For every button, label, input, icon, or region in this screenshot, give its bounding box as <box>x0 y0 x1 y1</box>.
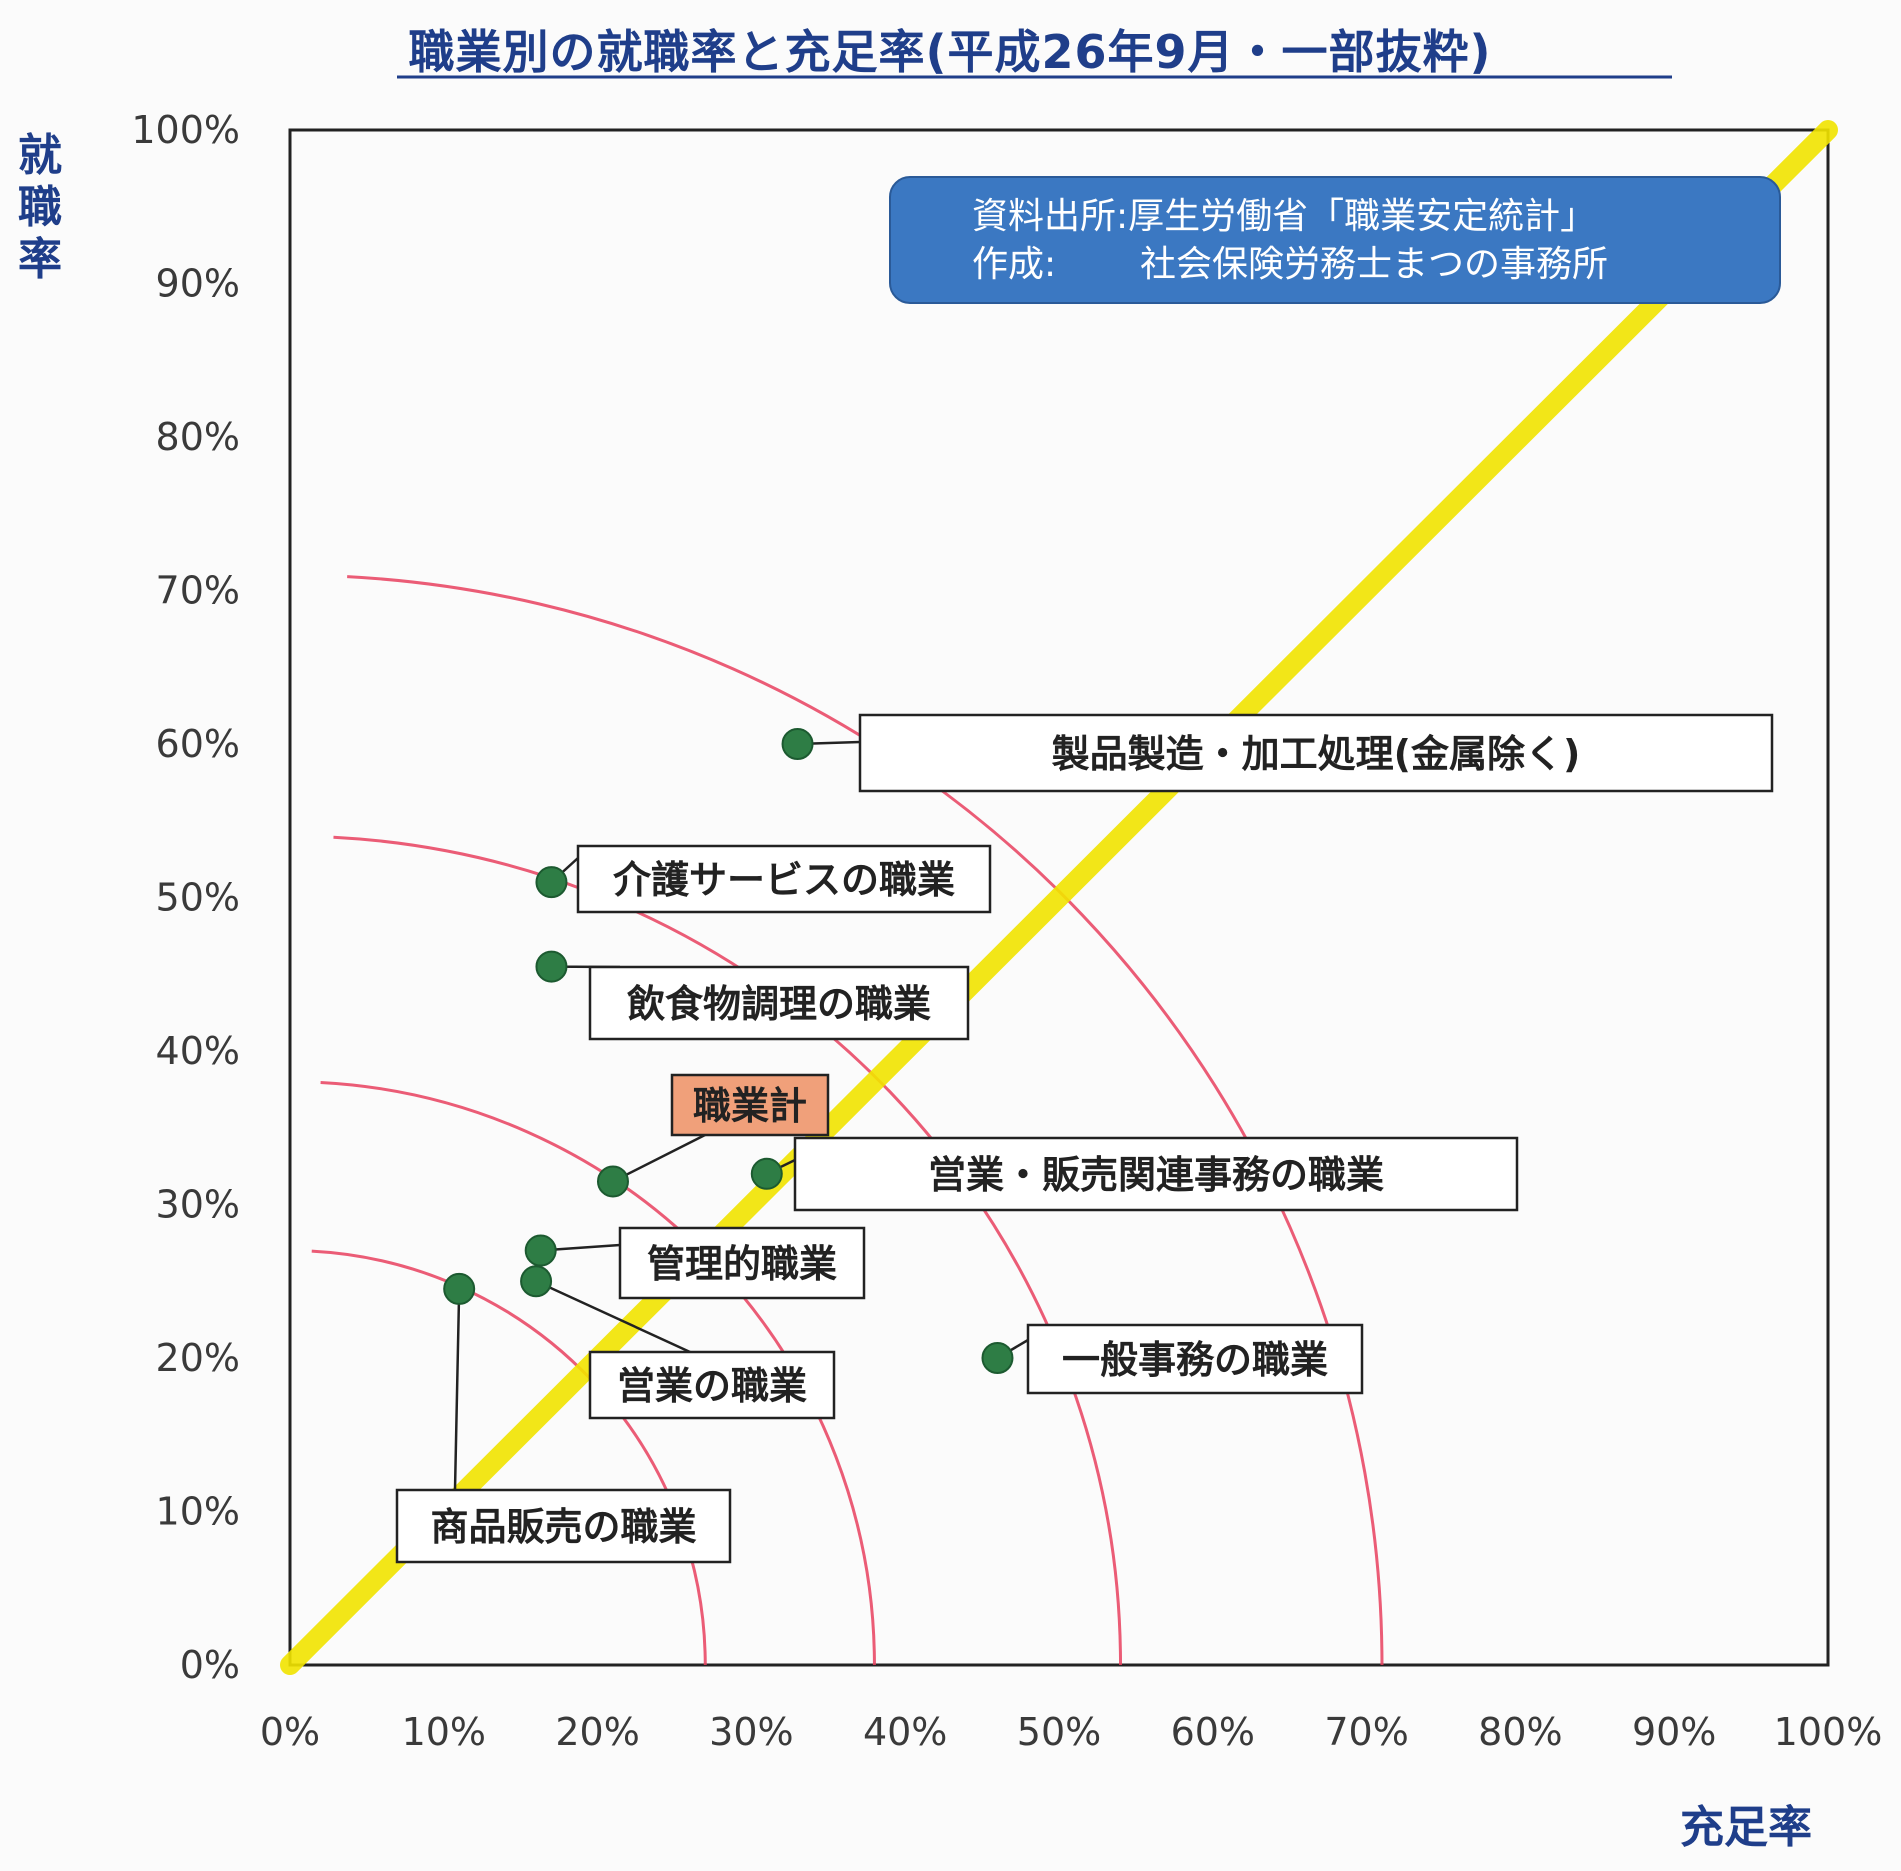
x-tick-label: 100% <box>1774 1710 1883 1754</box>
reference-line <box>280 120 1838 1675</box>
y-tick-label: 90% <box>156 262 240 306</box>
data-point <box>750 1157 783 1190</box>
y-tick-label: 20% <box>156 1336 240 1380</box>
x-tick-label: 10% <box>402 1710 486 1754</box>
callout-box <box>588 965 970 1041</box>
callout-box <box>395 1488 732 1564</box>
point-label: 一般事務の職業 <box>1062 1338 1328 1382</box>
callout-box <box>670 1073 830 1137</box>
data-point <box>524 1234 557 1267</box>
point-label: 商品販売の職業 <box>430 1505 696 1549</box>
data-point <box>535 866 568 899</box>
callout-box <box>588 1350 836 1420</box>
y-tick-label: 30% <box>156 1183 240 1227</box>
callouts-layer: 製品製造・加工処理(金属除く) 介護サービスの職業飲食物調理の職業職業計営業・販売… <box>395 713 1774 1564</box>
callout-box <box>793 1136 1519 1212</box>
arc-4 <box>347 575 1384 1666</box>
y-tick-label: 40% <box>156 1029 240 1073</box>
x-tick-label: 70% <box>1324 1710 1408 1754</box>
data-point <box>981 1342 1014 1374</box>
data-point <box>596 1165 629 1198</box>
point-label: 営業・販売関連事務の職業 <box>928 1153 1384 1197</box>
author-label: 作成: <box>972 244 1056 285</box>
point-label: 介護サービスの職業 <box>613 858 955 902</box>
x-tick-label: 40% <box>863 1710 947 1754</box>
point-label: 職業計 <box>693 1084 807 1128</box>
x-tick-label: 20% <box>555 1710 639 1754</box>
plot-area <box>288 128 1830 1667</box>
callout-box <box>858 713 1774 793</box>
y-tick-label: 0% <box>180 1643 240 1687</box>
arc-3 <box>333 835 1123 1666</box>
chart-title: 職業別の就職率と充足率(平成26年9月・一部抜粋) <box>408 25 1491 79</box>
point-label: 管理的職業 <box>647 1242 837 1286</box>
data-point <box>520 1265 553 1298</box>
y-tick-label: 70% <box>156 569 240 613</box>
callout-box <box>576 844 992 914</box>
y-tick-label: 60% <box>156 722 240 766</box>
y-tick-label: 50% <box>156 876 240 920</box>
y-axis-label: 就職率 <box>18 130 62 285</box>
callout-pointer <box>453 1287 463 1491</box>
points-layer <box>443 728 1014 1374</box>
source-box: 資料出所:厚生労働省「職業安定統計」 作成: 社会保険労務士まつの事務所 <box>889 176 1781 304</box>
x-tick-label: 80% <box>1478 1710 1562 1754</box>
x-tick-label: 90% <box>1632 1710 1716 1754</box>
reference-line-layer <box>280 120 1838 1675</box>
x-axis-label: 充足率 <box>1680 1802 1812 1853</box>
tick-labels: 0% 10% 20% 30% 40% 50% 60% 70% 80% 90% 100% 0% 10% 20… <box>131 108 1882 1754</box>
x-tick-label: 60% <box>1171 1710 1255 1754</box>
source-line: 資料出所:厚生労働省「職業安定統計」 <box>972 196 1596 237</box>
data-point <box>781 728 814 760</box>
y-tick-label: 80% <box>156 415 240 459</box>
source-box-background <box>889 176 1781 304</box>
point-label: 製品製造・加工処理(金属除く) <box>1052 732 1581 776</box>
x-tick-label: 30% <box>709 1710 793 1754</box>
y-tick-label: 10% <box>156 1490 240 1534</box>
author-name: 社会保険労務士まつの事務所 <box>1140 244 1608 285</box>
data-point <box>535 950 568 983</box>
x-tick-label: 0% <box>260 1710 320 1754</box>
point-label: 飲食物調理の職業 <box>627 982 931 1026</box>
callout-box <box>1026 1323 1364 1395</box>
y-tick-label: 100% <box>131 108 240 152</box>
callout-box <box>618 1226 866 1300</box>
data-point <box>443 1272 476 1305</box>
x-tick-label: 50% <box>1017 1710 1101 1754</box>
point-label: 営業の職業 <box>617 1364 807 1408</box>
